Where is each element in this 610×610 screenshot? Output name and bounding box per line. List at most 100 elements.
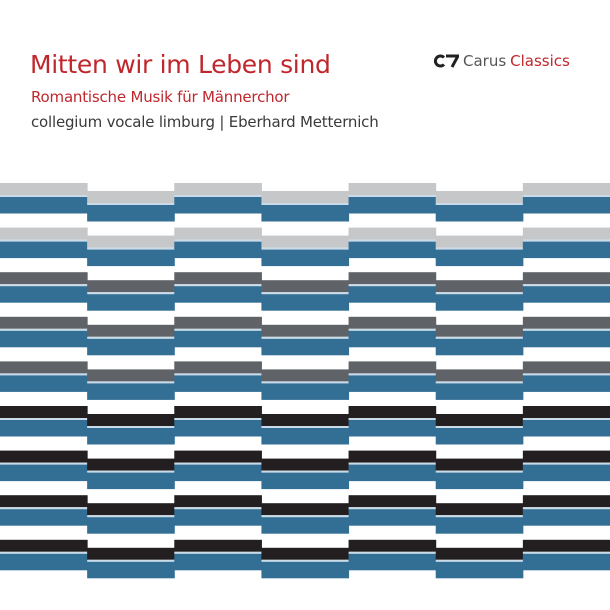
stripe-bar-black [435, 458, 524, 471]
stripe-bar-black [174, 450, 262, 463]
stripe-bar-blue [261, 338, 350, 356]
stripe-bar-light-gray [87, 235, 175, 248]
stripe-bar-dark-gray [87, 324, 175, 337]
stripe-bar-dark-gray [87, 280, 175, 293]
stripe-bar-blue [0, 241, 88, 259]
stripe-highlight [87, 292, 175, 295]
stripe-highlight [522, 328, 610, 331]
stripe-highlight [522, 418, 610, 420]
stripe-highlight [348, 328, 437, 331]
stripe-bar-black [0, 450, 88, 463]
stripe-bar-blue [435, 383, 524, 400]
stripe-bar-black [261, 547, 350, 560]
stripe-bar-black [522, 495, 610, 508]
stripe-highlight [87, 515, 175, 518]
stripe-bar-blue [435, 561, 524, 579]
stripe-highlight [0, 551, 88, 554]
stripe-bar-dark-gray [174, 316, 262, 329]
stripe-bar-black [522, 450, 610, 463]
stripe-bar-black [174, 495, 262, 508]
stripe-highlight [87, 247, 175, 250]
stripe-bar-blue [348, 464, 437, 482]
stripe-bar-blue [174, 375, 262, 392]
stripe-bar-dark-gray [348, 272, 437, 285]
stripe-highlight [435, 426, 524, 428]
stripe-bar-blue [435, 205, 524, 222]
logo-brand: Carus [463, 52, 507, 70]
stripe-bar-blue [261, 205, 350, 222]
stripe-bar-blue [0, 509, 88, 526]
stripe-bar-blue [261, 383, 350, 400]
stripe-highlight [0, 195, 88, 197]
stripe-bar-dark-gray [0, 272, 88, 285]
stripe-bar-dark-gray [435, 369, 524, 382]
stripe-bar-dark-gray [348, 361, 437, 374]
stripe-bar-blue [435, 338, 524, 356]
stripe-bar-dark-gray [174, 272, 262, 285]
stripe-bar-blue [174, 464, 262, 482]
stripe-highlight [174, 373, 262, 376]
stripe-bar-black [348, 495, 437, 508]
stripe-bar-blue [0, 330, 88, 348]
stripe-highlight [174, 551, 262, 554]
stripe-bar-blue [0, 286, 88, 303]
stripe-bar-blue [261, 561, 350, 579]
stripe-bar-blue [87, 561, 175, 579]
stripe-highlight [522, 239, 610, 242]
stripe-bar-blue [87, 205, 175, 222]
stripe-bar-light-gray [261, 191, 350, 203]
stripe-bar-black [0, 539, 88, 552]
stripe-highlight [261, 515, 350, 518]
stripe-bar-blue [522, 509, 610, 526]
stripe-bar-light-gray [522, 227, 610, 240]
carus-logo: Carus Classics [433, 52, 570, 70]
stripe-bar-blue [87, 383, 175, 400]
stripe-bar-blue [348, 241, 437, 259]
stripe-bar-dark-gray [435, 280, 524, 293]
stripe-highlight [87, 336, 175, 339]
stripe-bar-blue [174, 330, 262, 348]
stripe-bar-black [87, 503, 175, 516]
stripe-bar-blue [87, 249, 175, 267]
stripe-bar-dark-gray [87, 369, 175, 382]
stripe-bar-blue [261, 294, 350, 311]
stripe-highlight [0, 373, 88, 376]
stripe-bar-black [435, 547, 524, 560]
stripe-bar-blue [87, 517, 175, 534]
stripe-highlight [435, 292, 524, 295]
stripe-bar-blue [87, 294, 175, 311]
stripe-bar-dark-gray [261, 280, 350, 293]
stripe-bar-light-gray [435, 191, 524, 203]
stripe-bar-blue [348, 553, 437, 571]
stripe-bar-black [348, 406, 437, 418]
stripe-bar-light-gray [174, 227, 262, 240]
album-subtitle: Romantische Musik für Männerchor [31, 88, 290, 106]
stripe-highlight [0, 284, 88, 287]
stripe-highlight [87, 559, 175, 562]
stripe-bar-blue [0, 464, 88, 482]
logo-series: Classics [510, 52, 570, 70]
stripe-bar-black [522, 539, 610, 552]
stripe-highlight [348, 462, 437, 465]
stripe-bar-blue [435, 517, 524, 534]
stripe-bar-blue [261, 249, 350, 267]
stripe-bar-black [261, 503, 350, 516]
stripe-bar-black [0, 406, 88, 418]
stripe-highlight [348, 551, 437, 554]
stripe-highlight [174, 418, 262, 420]
stripe-highlight [0, 507, 88, 510]
stripe-bar-blue [87, 338, 175, 356]
stripe-bar-blue [348, 509, 437, 526]
stripe-bar-black [348, 539, 437, 552]
stripe-bar-blue [174, 286, 262, 303]
stripe-highlight [174, 507, 262, 510]
stripe-highlight [522, 462, 610, 465]
stripe-highlight [435, 203, 524, 205]
stripe-bar-blue [522, 464, 610, 482]
stripe-bar-blue [0, 375, 88, 392]
stripe-bar-blue [87, 472, 175, 490]
stripe-bar-light-gray [435, 235, 524, 248]
stripe-bar-light-gray [0, 227, 88, 240]
stripe-highlight [0, 239, 88, 242]
